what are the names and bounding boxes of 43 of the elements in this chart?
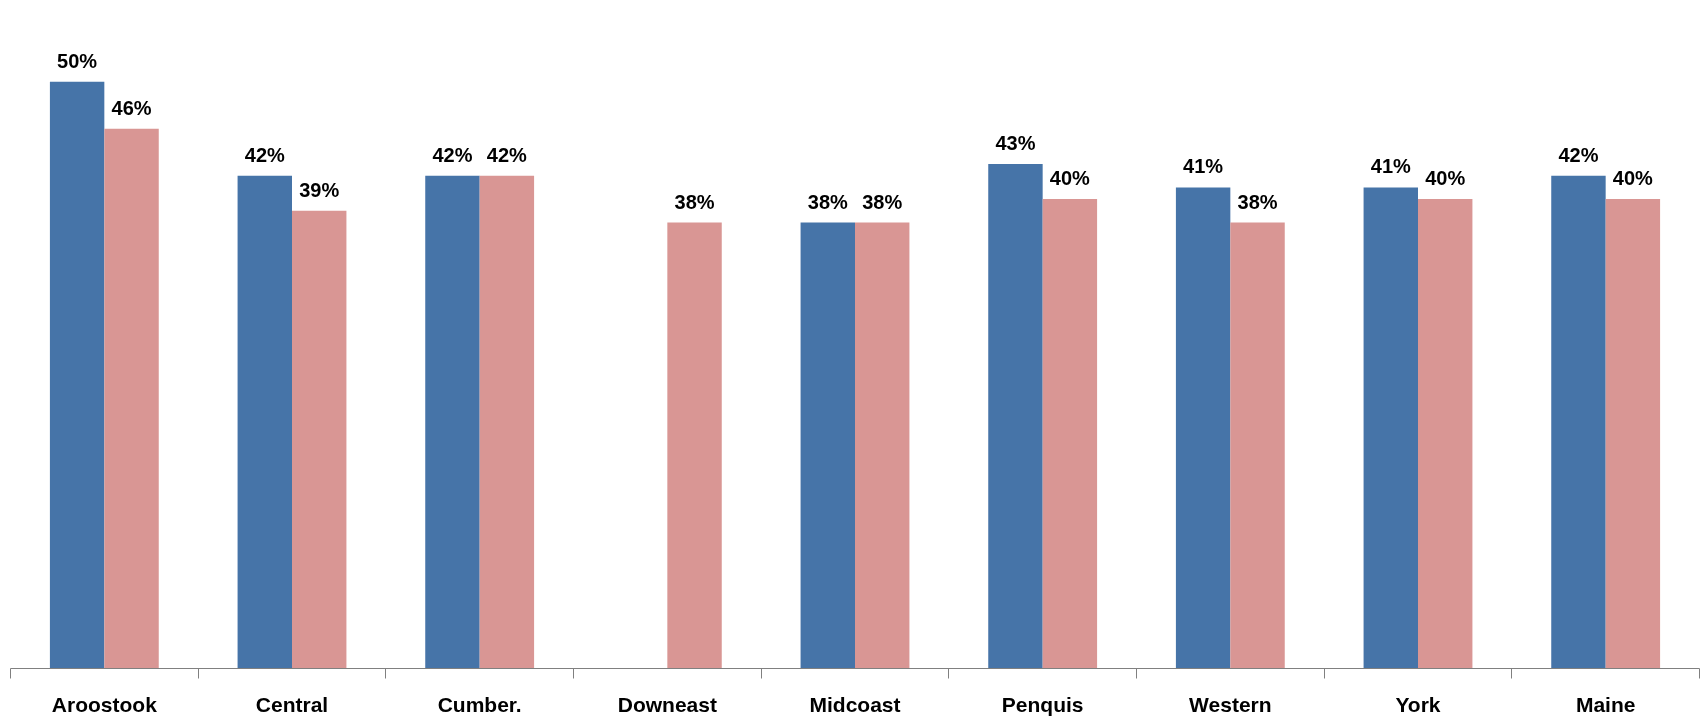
bar <box>104 128 159 669</box>
bar <box>479 175 535 669</box>
bar <box>1551 175 1606 669</box>
data-label: 50% <box>57 49 98 72</box>
bar <box>425 175 480 669</box>
x-tick-label: Downeast <box>617 692 717 716</box>
data-label: 42% <box>244 143 286 166</box>
data-label: 43% <box>995 131 1036 154</box>
x-tick-label: Central <box>255 692 329 716</box>
bar <box>1042 199 1098 669</box>
x-tick-label: Penquis <box>1001 692 1084 716</box>
data-label: 39% <box>299 178 340 201</box>
data-label: 38% <box>674 190 715 213</box>
data-label: 41% <box>1370 155 1412 178</box>
bar <box>1175 187 1231 669</box>
bar <box>237 175 292 669</box>
data-label: 38% <box>862 190 903 213</box>
bar <box>1230 222 1285 669</box>
bar <box>292 210 347 669</box>
data-label: 42% <box>486 143 528 166</box>
data-label: 40% <box>1612 167 1654 190</box>
x-tick-label: Cumber. <box>437 692 522 716</box>
bar <box>1605 199 1661 669</box>
data-label: 38% <box>1237 190 1278 213</box>
data-label: 42% <box>1558 143 1599 166</box>
bar <box>800 222 855 669</box>
x-tick-label: York <box>1395 692 1441 716</box>
bar <box>667 222 722 669</box>
data-label: 42% <box>432 143 473 166</box>
bar <box>988 163 1043 669</box>
data-label: 40% <box>1425 167 1466 190</box>
x-tick-label: Midcoast <box>809 692 901 716</box>
bar <box>1363 187 1418 669</box>
bar <box>1418 199 1473 669</box>
data-label: 40% <box>1049 167 1091 190</box>
data-label: 41% <box>1183 155 1224 178</box>
x-tick-label: Aroostook <box>51 692 158 716</box>
x-tick-label: Western <box>1189 692 1272 716</box>
data-label: 46% <box>111 96 152 119</box>
bar <box>855 222 910 669</box>
bar <box>49 81 105 669</box>
data-label: 38% <box>807 190 849 213</box>
x-tick-label: Maine <box>1575 692 1636 716</box>
